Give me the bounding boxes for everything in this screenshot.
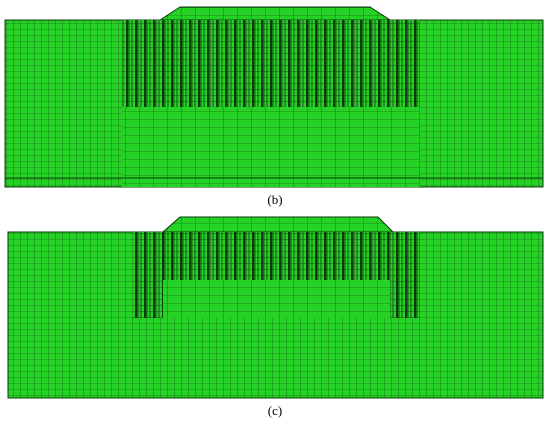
pile-zone [122, 20, 420, 107]
embankment [158, 6, 392, 21]
caption: (c) [268, 403, 282, 418]
pile-zone-top [163, 232, 390, 280]
mesh-c [7, 216, 544, 399]
caption: (b) [267, 192, 282, 207]
pile-zone-right [390, 232, 420, 318]
soil-mesh-core [163, 280, 390, 318]
soil-mesh-lower [122, 107, 420, 187]
mesh-b [4, 6, 544, 188]
embankment [161, 216, 395, 233]
pile-zone-left [133, 232, 163, 318]
